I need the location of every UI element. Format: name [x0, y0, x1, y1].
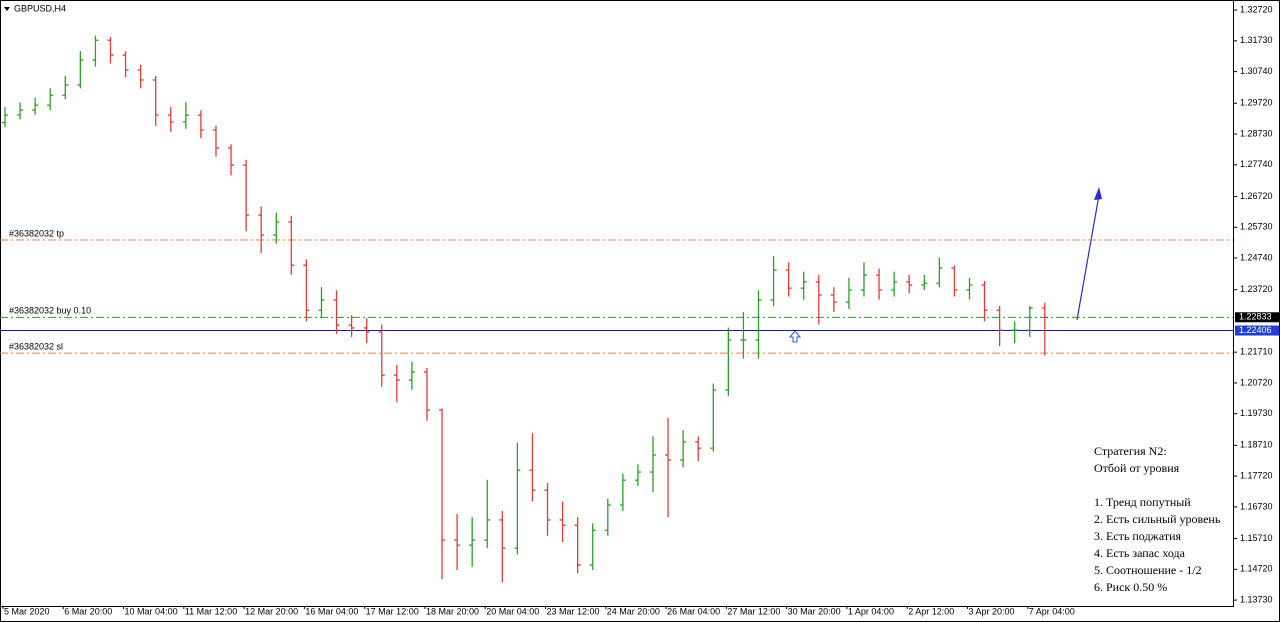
- y-tick-label: 1.13730: [1240, 594, 1273, 604]
- x-tick-label: 12 Mar 20:00: [245, 606, 298, 616]
- price-marker-box: [1235, 325, 1279, 336]
- x-tick-label: 2 Apr 12:00: [908, 606, 954, 616]
- note-heading: Отбой от уровня: [1094, 461, 1180, 475]
- y-tick-label: 1.17720: [1240, 471, 1273, 481]
- x-tick-label: 11 Mar 12:00: [185, 606, 237, 616]
- forecast-arrow-head: [1094, 187, 1102, 200]
- order-level-label: #36382032 buy 0.10: [9, 306, 91, 316]
- y-tick-label: 1.28730: [1240, 128, 1273, 138]
- y-tick-label: 1.20720: [1240, 377, 1273, 387]
- x-tick-label: 1 Apr 04:00: [848, 606, 894, 616]
- y-tick-label: 1.19730: [1240, 408, 1273, 418]
- forecast-arrow: [1076, 194, 1100, 321]
- x-tick-label: 6 Mar 20:00: [64, 606, 112, 616]
- order-level-label: #36382032 sl: [9, 341, 63, 351]
- y-tick-label: 1.31730: [1240, 35, 1273, 45]
- y-tick-label: 1.21710: [1240, 347, 1273, 357]
- order-level-label: #36382032 tp: [9, 228, 64, 238]
- strategy-notes: Стратегия N2: Отбой от уровня 1. Тренд поп…: [1094, 444, 1221, 594]
- x-tick-label: 20 Mar 04:00: [486, 606, 539, 616]
- y-tick-label: 1.26720: [1240, 191, 1273, 201]
- y-tick-label: 1.27740: [1240, 159, 1273, 169]
- y-tick-label: 1.30740: [1240, 66, 1273, 76]
- y-tick-label: 1.25730: [1240, 222, 1273, 232]
- x-tick-label: 23 Mar 12:00: [547, 606, 600, 616]
- x-tick-label: 16 Mar 04:00: [305, 606, 358, 616]
- y-tick-label: 1.24740: [1240, 252, 1273, 262]
- note-item: 1. Тренд попутный: [1094, 495, 1191, 509]
- note-item: 3. Есть поджатия: [1094, 529, 1182, 543]
- x-tick-label: 24 Mar 20:00: [607, 606, 660, 616]
- y-tick-label: 1.18710: [1240, 440, 1273, 450]
- price-marker-label: 1.22406: [1239, 325, 1272, 335]
- price-marker-label: 1.22833: [1239, 312, 1272, 322]
- y-tick-label: 1.23720: [1240, 284, 1273, 294]
- y-tick-label: 1.15710: [1240, 533, 1273, 543]
- x-tick-label: 10 Mar 04:00: [125, 606, 178, 616]
- y-tick-label: 1.29720: [1240, 98, 1273, 108]
- note-heading: Стратегия N2:: [1094, 444, 1167, 458]
- y-tick-label: 1.16730: [1240, 501, 1273, 511]
- x-tick-label: 17 Mar 12:00: [366, 606, 419, 616]
- note-item: 2. Есть сильный уровень: [1094, 512, 1221, 526]
- note-item: 4. Есть запас хода: [1094, 546, 1186, 560]
- x-tick-label: 3 Apr 20:00: [968, 606, 1014, 616]
- x-tick-label: 7 Apr 04:00: [1029, 606, 1075, 616]
- x-tick-label: 26 Mar 04:00: [667, 606, 720, 616]
- x-tick-label: 27 Mar 12:00: [727, 606, 780, 616]
- x-tick-label: 30 Mar 20:00: [788, 606, 841, 616]
- chart-title: GBPUSD,H4: [14, 3, 66, 13]
- x-tick-label: 5 Mar 2020: [4, 606, 50, 616]
- price-marker-box: [1235, 312, 1279, 323]
- symbol-menu-icon[interactable]: [4, 7, 10, 11]
- note-item: 5. Соотношение - 1/2: [1094, 563, 1202, 577]
- y-tick-label: 1.14720: [1240, 564, 1273, 574]
- y-tick-label: 1.32720: [1240, 4, 1273, 14]
- x-tick-label: 18 Mar 20:00: [426, 606, 479, 616]
- note-item: 6. Риск 0.50 %: [1094, 580, 1167, 594]
- buy-arrow-icon: [788, 330, 802, 343]
